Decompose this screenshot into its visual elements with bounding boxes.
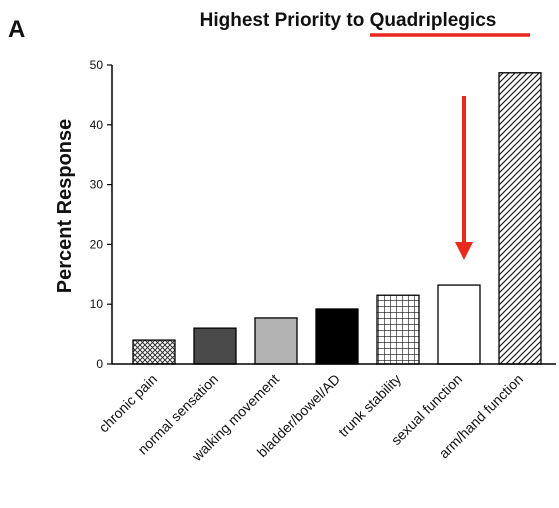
y-tick-label: 30	[90, 178, 104, 192]
x-category-label: chronic pain	[95, 371, 160, 436]
y-tick-label: 10	[90, 297, 104, 311]
panel-letter: A	[8, 16, 25, 43]
red-arrow-annotation	[455, 96, 473, 260]
bar-chronic-pain	[132, 339, 176, 365]
y-tick-label: 0	[96, 357, 103, 371]
chart-title-prefix: Highest Priority to	[200, 10, 370, 31]
y-axis-ticks: 0 10 20 30 40 50	[90, 58, 112, 371]
bar-arm-hand-function	[498, 72, 542, 365]
bar-bladder-bowel-ad	[315, 308, 359, 365]
bar-normal-sensation	[193, 327, 237, 365]
chart-title-emphasis: Quadriplegics	[370, 10, 497, 31]
bar-walking-movement	[254, 317, 298, 365]
bar-sexual-function	[437, 284, 481, 365]
y-axis-label: Percent Response	[54, 119, 76, 294]
bar-trunk-stability	[376, 294, 420, 365]
chart-title: Highest Priority to Quadriplegics	[200, 10, 497, 31]
arrow-head	[455, 242, 473, 260]
y-tick-label: 20	[90, 237, 104, 251]
y-tick-label: 40	[90, 118, 104, 132]
bars	[132, 72, 542, 365]
y-tick-label: 50	[90, 58, 104, 72]
